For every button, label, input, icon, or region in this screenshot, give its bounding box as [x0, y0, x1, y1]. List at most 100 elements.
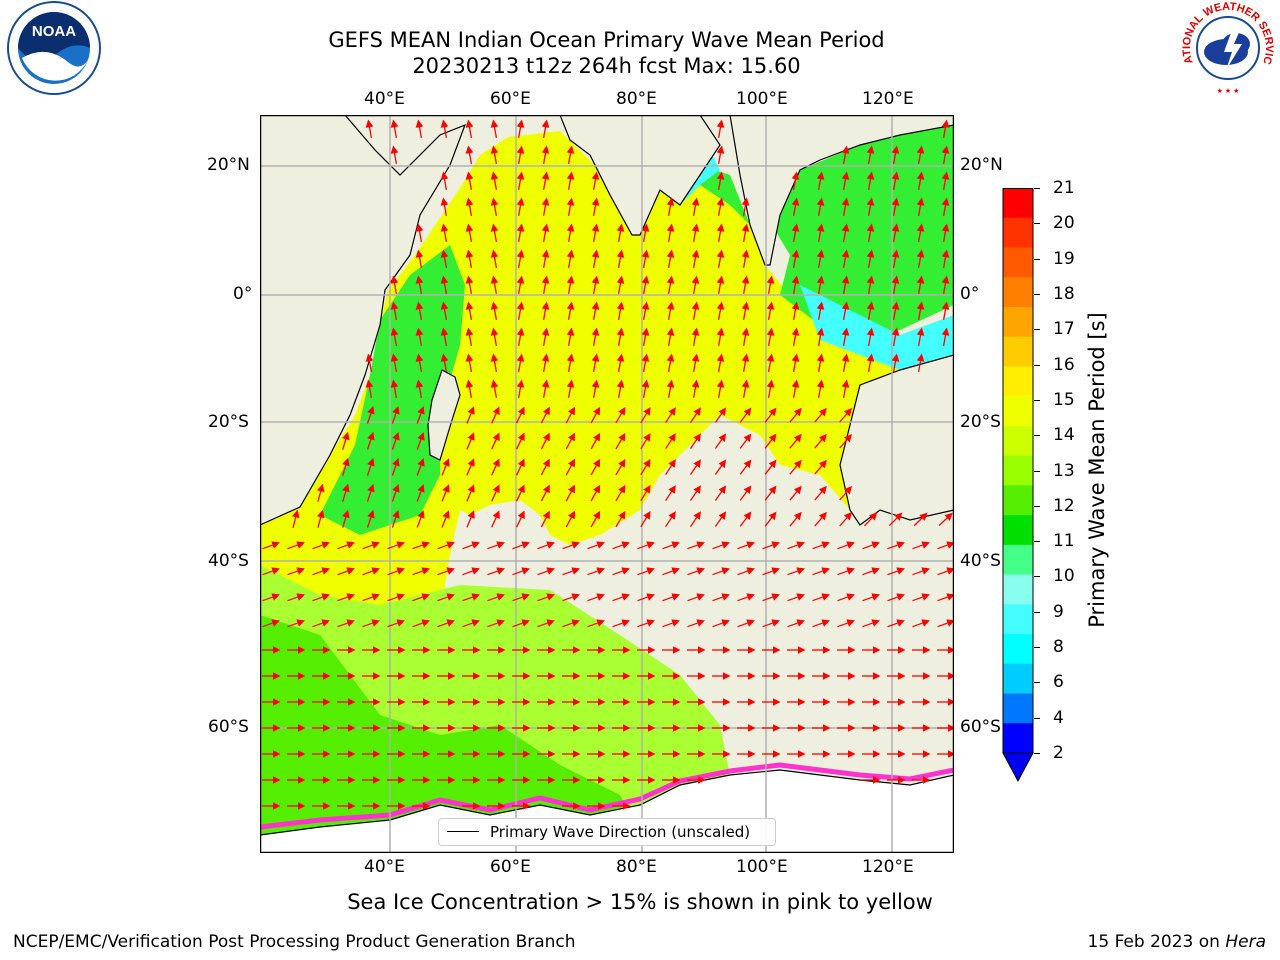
wave-arrow	[891, 301, 900, 321]
wave-arrow	[390, 275, 399, 295]
wave-arrow	[565, 458, 576, 476]
wave-arrow	[616, 327, 625, 347]
wave-arrow	[616, 353, 625, 373]
wave-arrow	[537, 541, 555, 550]
wave-arrow	[462, 593, 480, 602]
wave-arrow	[616, 249, 625, 269]
wave-arrow	[741, 327, 750, 347]
wave-arrow	[637, 593, 655, 602]
wave-arrow	[662, 593, 680, 602]
map-canvas	[259, 114, 955, 854]
wave-arrow	[937, 567, 954, 576]
wave-arrow	[741, 275, 750, 295]
wave-arrow	[764, 407, 777, 423]
wave-arrow	[891, 275, 900, 295]
wave-arrow	[415, 223, 424, 243]
wave-arrow	[516, 119, 525, 139]
wave-arrow	[465, 327, 474, 347]
colorbar-tick-mark	[1034, 435, 1040, 437]
wave-arrow	[540, 458, 550, 476]
wave-arrow	[739, 511, 752, 527]
wave-arrow	[691, 275, 700, 295]
wave-arrow	[615, 432, 626, 450]
wave-arrow	[437, 619, 455, 628]
wave-arrow	[787, 567, 805, 576]
wave-arrow	[837, 567, 855, 576]
lon-bottom-tick: 40°E	[364, 857, 405, 877]
wave-arrow	[641, 327, 650, 347]
wave-arrow	[913, 512, 928, 527]
wave-arrow	[516, 432, 525, 450]
lon-bottom-tick: 80°E	[616, 857, 657, 877]
wave-arrow	[440, 327, 449, 347]
wave-arrow	[866, 275, 875, 295]
wave-arrow	[390, 119, 399, 139]
wave-arrow	[490, 145, 499, 165]
wave-arrow	[766, 379, 775, 399]
wave-arrow	[789, 433, 802, 449]
colorbar-label: Primary Wave Mean Period [s]	[1085, 312, 1109, 628]
wave-arrow	[416, 510, 425, 528]
wave-arrow	[791, 249, 800, 269]
wave-arrow	[287, 541, 305, 550]
wave-arrow	[737, 593, 755, 602]
lat-right-tick: 40°S	[960, 551, 1001, 571]
wave-arrow	[687, 541, 705, 550]
wave-arrow	[566, 197, 575, 217]
wave-arrow	[712, 593, 730, 602]
wave-arrow	[814, 511, 827, 527]
wave-arrow	[916, 327, 925, 347]
wave-arrow	[440, 197, 449, 217]
wave-arrow	[789, 485, 802, 501]
wave-arrow	[887, 541, 905, 550]
wave-arrow	[415, 275, 424, 295]
wave-arrow	[812, 593, 830, 602]
wave-arrow	[714, 459, 727, 475]
wave-arrow	[516, 379, 525, 399]
wave-arrow	[337, 541, 355, 550]
lat-right-tick: 0°	[960, 284, 980, 304]
wave-arrow	[541, 379, 550, 399]
wave-arrow	[465, 301, 474, 321]
wave-arrow	[366, 405, 375, 424]
wave-arrow	[416, 458, 425, 476]
colorbar-segment	[1003, 663, 1033, 695]
wave-arrow	[512, 593, 530, 602]
wave-arrow	[891, 197, 900, 217]
wave-arrow	[541, 119, 550, 139]
footer-date-text: 15 Feb 2023 on	[1087, 932, 1226, 952]
colorbar-tick-mark	[1034, 576, 1040, 578]
wave-arrow	[562, 593, 580, 602]
wave-arrow	[941, 145, 950, 165]
wave-arrow	[490, 353, 499, 373]
colorbar-tick-mark	[1034, 329, 1040, 331]
wave-arrow	[390, 301, 399, 321]
wave-arrow	[466, 432, 475, 450]
wave-arrow	[312, 619, 330, 628]
wave-arrow	[366, 431, 375, 450]
wave-arrow	[562, 567, 580, 576]
wave-arrow	[816, 327, 825, 347]
wave-arrow	[841, 379, 850, 399]
wave-arrow	[566, 223, 575, 243]
wave-arrow	[366, 483, 375, 502]
wave-arrow	[837, 541, 855, 550]
wave-arrow	[912, 541, 930, 550]
wave-arrow	[841, 275, 850, 295]
wave-arrow	[637, 619, 655, 628]
colorbar-tick-mark	[1034, 541, 1040, 543]
wave-arrow	[866, 353, 875, 373]
wave-arrow	[689, 433, 701, 449]
colorbar-tick-mark	[1034, 293, 1040, 295]
wave-arrow	[312, 593, 330, 602]
colorbar-segment	[1003, 574, 1033, 605]
wave-arrow	[440, 301, 449, 321]
wave-arrow	[287, 619, 305, 628]
wave-arrow	[941, 275, 950, 295]
wave-arrow	[516, 327, 525, 347]
wave-arrow	[462, 541, 480, 550]
wave-arrow	[937, 541, 954, 550]
wave-arrow	[691, 301, 700, 321]
wave-arrow	[487, 619, 505, 628]
wave-arrow	[490, 171, 499, 191]
